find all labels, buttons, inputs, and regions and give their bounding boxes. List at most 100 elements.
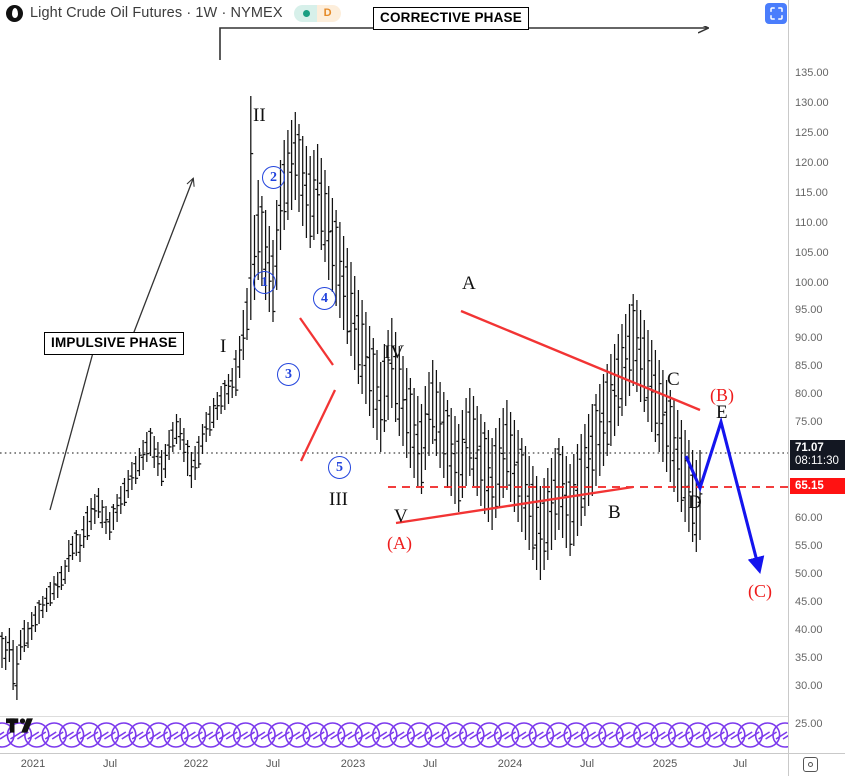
oscillator-marker <box>250 722 276 748</box>
oscillator-pane[interactable] <box>0 716 788 753</box>
ohlc-bar <box>148 428 153 456</box>
ohlc-bar <box>411 388 417 478</box>
ohlc-bar <box>426 372 432 456</box>
ohlc-bar <box>218 386 224 414</box>
oscillator-marker <box>267 722 294 748</box>
ohlc-bar <box>330 198 335 292</box>
ohlc-bar <box>207 406 213 436</box>
oscillator-marker <box>424 722 450 748</box>
oscillator-marker <box>528 722 555 748</box>
ohlc-bar <box>292 112 298 200</box>
price-tick: 50.00 <box>795 568 823 580</box>
ohlc-bar <box>567 464 573 556</box>
oscillator-marker <box>302 722 329 748</box>
interval-badge[interactable]: D <box>316 4 341 22</box>
ohlc-bar <box>118 486 124 514</box>
ohlc-bar <box>593 394 599 486</box>
oscillator-marker <box>702 722 729 748</box>
ohlc-bar <box>189 452 194 488</box>
ohlc-bar <box>170 422 176 452</box>
ohlc-bar <box>85 506 90 540</box>
ohlc-bar <box>597 384 603 476</box>
price-tick: 110.00 <box>795 217 828 229</box>
oscillator-series <box>0 722 788 748</box>
projection-path <box>684 416 765 574</box>
oscillator-marker <box>615 722 642 748</box>
ohlc-bar <box>363 312 369 404</box>
oscillator-marker <box>0 722 15 748</box>
ohlc-bar <box>534 476 539 570</box>
price-tick: 115.00 <box>795 187 828 199</box>
price-tick: 125.00 <box>795 127 829 139</box>
wave-label-B-sub: (B) <box>710 385 734 405</box>
oscillator-marker <box>371 722 398 748</box>
oscillator-marker <box>163 722 189 748</box>
ohlc-bar <box>656 360 662 452</box>
ohlc-bar <box>396 346 402 436</box>
ohlc-bar <box>604 364 610 456</box>
ohlc-bar <box>99 500 105 528</box>
wave-label-B: B <box>608 502 621 523</box>
oscillator-marker <box>580 722 607 748</box>
oscillator-marker <box>598 722 624 748</box>
chart-header: Light Crude Oil Futures · 1W · NYMEX D <box>0 0 845 26</box>
ohlc-bar <box>474 406 480 496</box>
ohlc-bar <box>33 606 38 632</box>
time-tick: Jul <box>422 758 438 770</box>
chart-settings-icon[interactable] <box>803 757 818 772</box>
price-tick: 85.00 <box>795 360 823 372</box>
ohlc-bar <box>144 432 150 462</box>
ohlc-bar <box>578 434 584 526</box>
ohlc-bar <box>437 382 443 468</box>
price-tick: 55.00 <box>795 540 823 552</box>
oscillator-marker <box>737 722 764 748</box>
price-axis[interactable]: 135.00 130.00 125.00 120.00 115.00 110.00 105.… <box>788 0 845 753</box>
fullscreen-icon[interactable] <box>765 3 787 24</box>
wave-label-III: III <box>329 489 348 510</box>
gear-dot-icon <box>808 762 813 767</box>
ohlc-bar <box>556 438 562 530</box>
ohlc-bar <box>185 440 190 476</box>
ohlc-bar <box>471 396 476 486</box>
ohlc-bar <box>504 400 510 490</box>
oscillator-marker <box>93 722 120 748</box>
price-tick: 40.00 <box>795 624 823 636</box>
ohlc-bar <box>289 120 294 210</box>
ohlc-bar <box>300 136 306 226</box>
time-axis[interactable]: 2021 Jul 2022 Jul 2023 Jul 2024 Jul 2025 Jul <box>0 753 845 776</box>
wave-circle-3: 3 <box>277 363 300 386</box>
ohlc-bar <box>482 422 488 514</box>
ohlc-bar <box>367 326 372 416</box>
ohlc-bar <box>634 300 640 392</box>
ohlc-bar <box>374 350 380 440</box>
tradingview-logo-icon[interactable] <box>6 717 40 734</box>
ohlc-bar <box>441 392 447 478</box>
ohlc-bar <box>311 150 317 240</box>
oscillator-marker <box>111 722 137 748</box>
ohlc-bar <box>341 236 346 330</box>
wave-label-IV: IV <box>384 342 405 363</box>
ohlc-bar <box>318 158 324 250</box>
oscillator-marker <box>58 722 85 748</box>
price-tick: 30.00 <box>795 680 823 692</box>
current-price-label: 71.07 08:11:30 <box>790 440 845 470</box>
time-tick: Jul <box>102 758 118 770</box>
ohlc-bar <box>322 170 328 262</box>
symbol-title[interactable]: Light Crude Oil Futures · 1W · NYMEX <box>30 5 283 21</box>
ohlc-bar <box>174 414 179 444</box>
ohlc-bar <box>519 438 525 532</box>
ohlc-bar <box>675 410 681 502</box>
wave-label-V: V <box>394 506 408 527</box>
ohlc-bar <box>29 612 35 640</box>
ohlc-bar <box>452 416 458 504</box>
alert-price-label: 65.15 <box>790 478 845 494</box>
main-chart-pane[interactable] <box>0 26 788 714</box>
ohlc-bar <box>630 294 636 386</box>
market-status-badge[interactable] <box>293 4 317 22</box>
ohlc-bar <box>304 146 309 238</box>
ohlc-bar <box>601 374 606 466</box>
ohlc-bar <box>419 404 424 494</box>
wave-label-D: D <box>688 492 702 513</box>
oscillator-marker <box>128 722 154 748</box>
price-tick: 90.00 <box>795 332 823 344</box>
